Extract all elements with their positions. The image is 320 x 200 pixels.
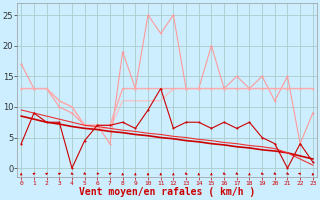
X-axis label: Vent moyen/en rafales ( km/h ): Vent moyen/en rafales ( km/h ) [79,187,255,197]
